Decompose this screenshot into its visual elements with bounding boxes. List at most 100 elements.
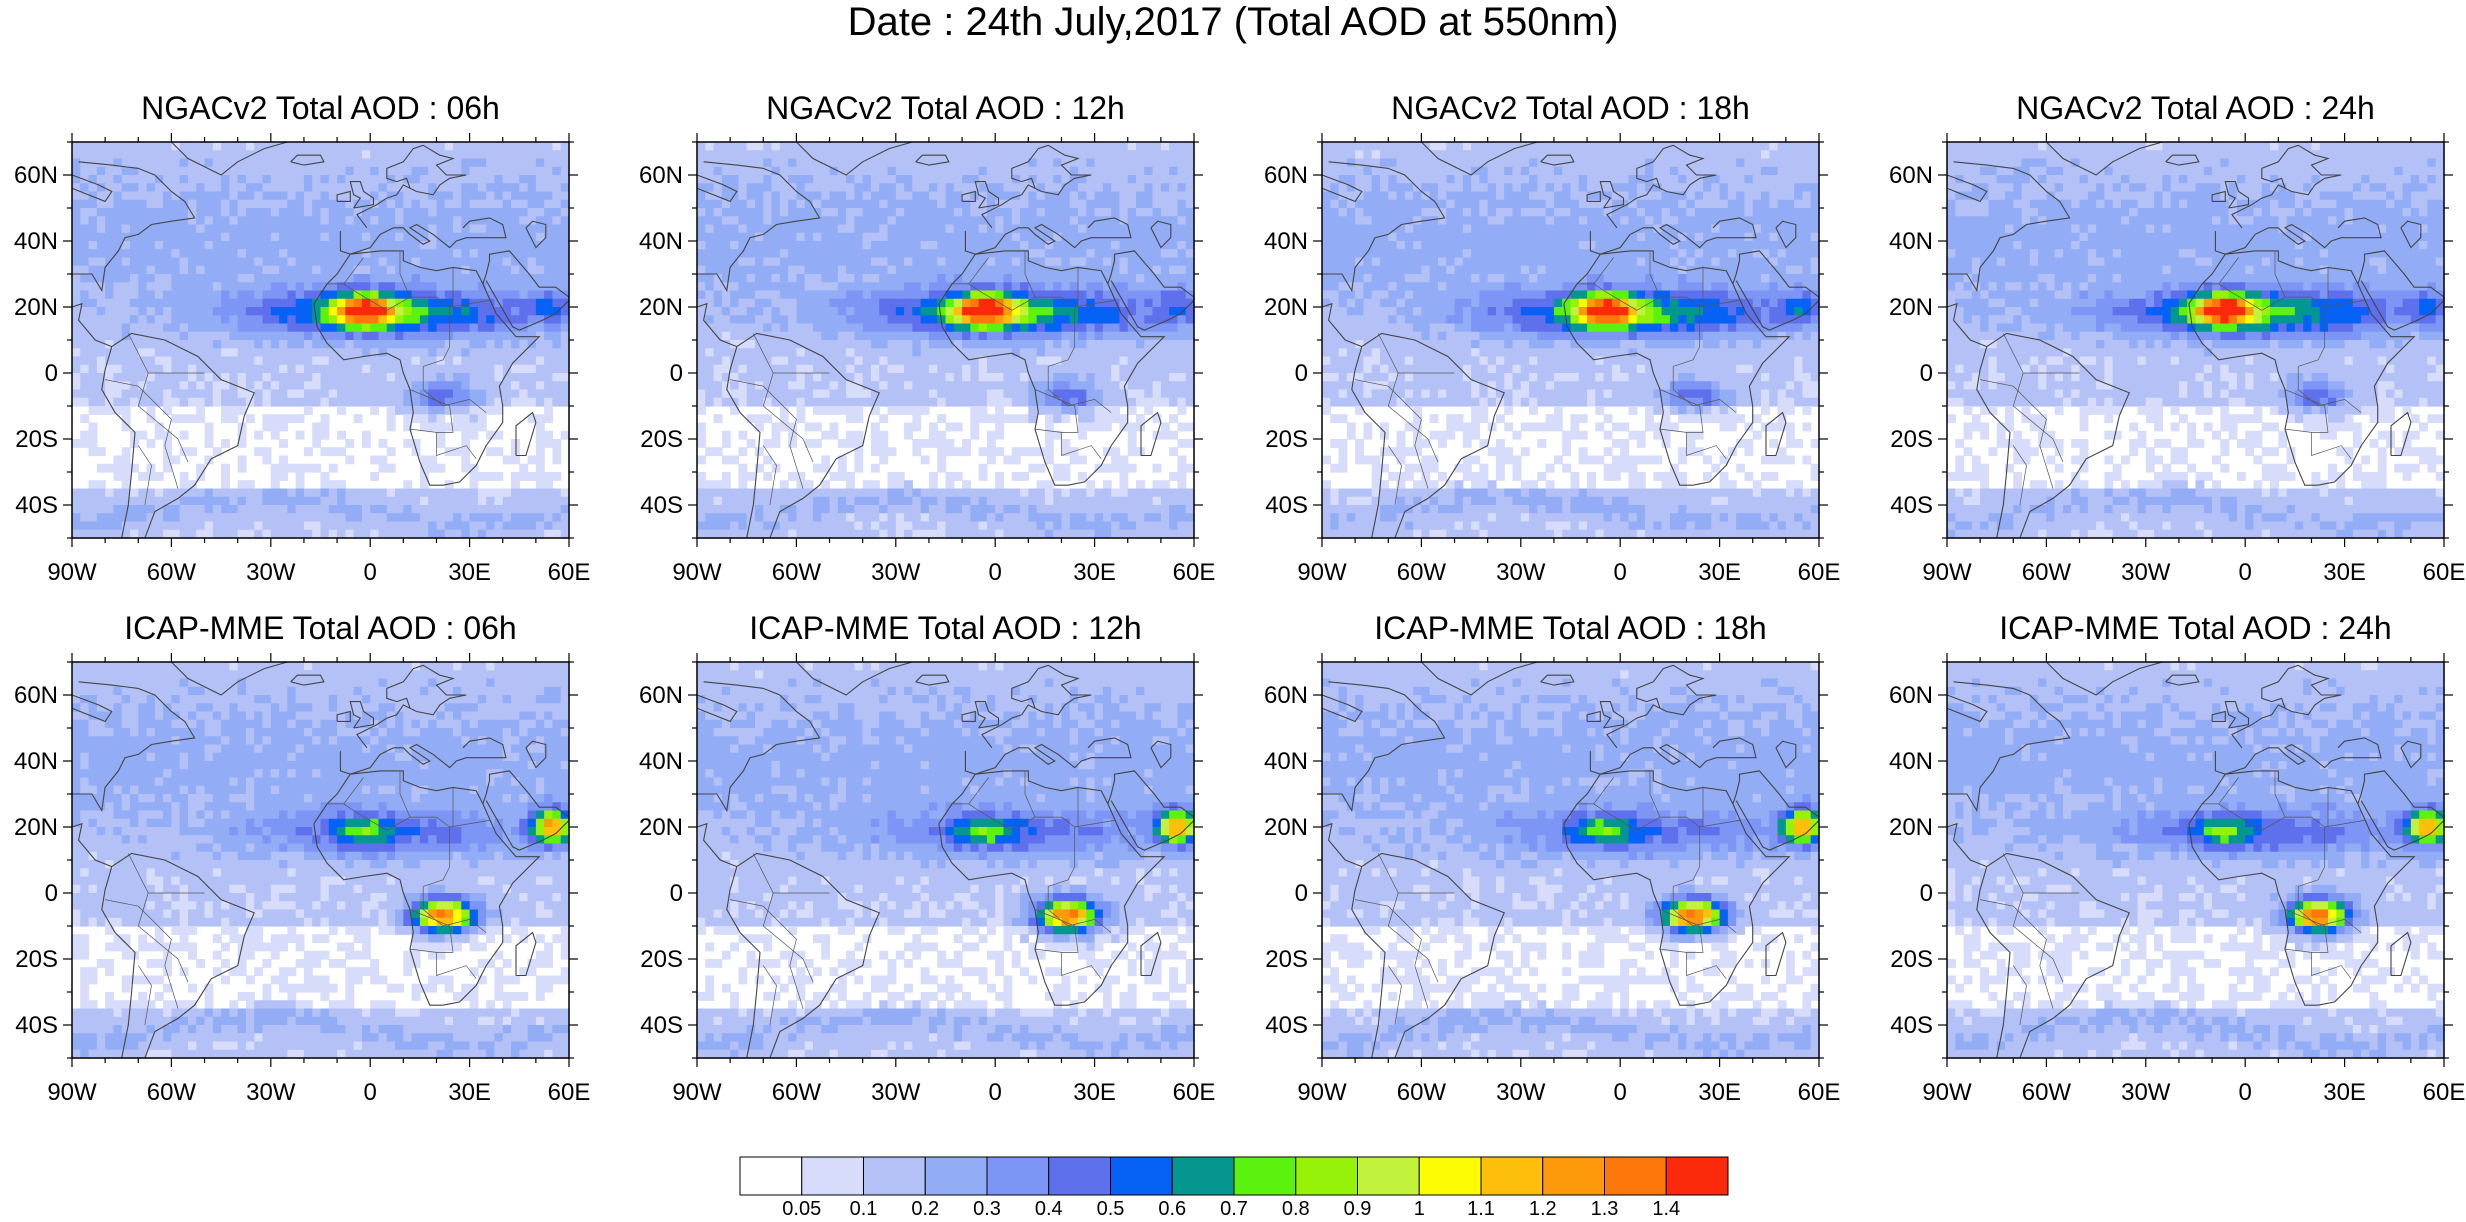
lat-tick-label: 20N [1264,814,1308,841]
lon-tick-label: 90W [1297,559,1347,586]
lon-tick-label: 90W [1922,559,1972,586]
axis-ticks [63,653,578,1067]
lat-tick-label: 40S [640,492,683,519]
lon-tick-label: 90W [47,559,97,586]
aod-map: 60N 40N 20N 0 20S 40S 90W 60W 30W 0 30E 60E [639,133,1215,586]
aod-map: 60N 40N 20N 0 20S 40S 90W 60W 30W 0 30E 60E [14,653,590,1106]
aod-map: 60N 40N 20N 0 20S 40S 90W 60W 30W 0 30E 60E [639,653,1215,1106]
map-panel: NGACv2 Total AOD : 24h 60N 40N 20N 0 20S 40S 90… [1889,90,2466,610]
axis-ticks [688,653,1203,1067]
lat-tick-label: 20N [1889,294,1933,321]
lon-tick-label: 90W [1922,1079,1972,1106]
lat-tick-label: 20N [14,814,58,841]
lon-tick-label: 0 [364,1079,377,1106]
colorbar-swatch [801,1156,864,1196]
lon-tick-label: 60E [1798,559,1841,586]
coastlines [1321,141,1820,539]
lat-tick-label: 40S [15,492,58,519]
lon-tick-label: 60W [2022,559,2072,586]
panel-title: ICAP-MME Total AOD : 12h [677,610,1214,646]
colorbar-swatch [1357,1156,1420,1196]
colorbar-swatch [986,1156,1050,1196]
lat-tick-label: 0 [1920,880,1933,907]
lon-tick-label: 30E [1073,559,1116,586]
coastlines [71,661,570,1059]
lat-tick-label: 20N [639,294,683,321]
aod-field [72,142,570,539]
panel-title: ICAP-MME Total AOD : 24h [1927,610,2464,646]
coastlines [71,141,570,539]
colorbar-level-label: 0.3 [973,1198,1001,1220]
aod-field [1947,662,2445,1059]
colorbar-swatch [863,1156,926,1196]
map-panel: NGACv2 Total AOD : 06h 60N 40N 20N 0 20S 40S 90… [14,90,652,610]
lat-tick-label: 20S [1265,946,1308,973]
aod-field [1322,662,1820,1059]
lat-tick-label: 60N [1264,682,1308,709]
map-panel: ICAP-MME Total AOD : 18h 60N 40N 20N 0 20S 40S… [1264,610,1902,1130]
lon-tick-label: 60E [2423,559,2466,586]
lon-tick-label: 30W [2121,559,2171,586]
lat-tick-label: 40S [15,1012,58,1039]
lat-tick-label: 0 [670,880,683,907]
coastlines [1321,661,1820,1059]
lat-tick-label: 40S [1265,1012,1308,1039]
lon-tick-label: 60E [1798,1079,1841,1106]
lat-tick-label: 40S [1265,492,1308,519]
country-borders [105,770,490,1026]
lon-tick-label: 60W [147,1079,197,1106]
axis-ticks [1313,653,1828,1067]
panel-title: NGACv2 Total AOD : 06h [52,90,589,126]
aod-map: 60N 40N 20N 0 20S 40S 90W 60W 30W 0 30E 60E [14,133,591,586]
colorbar-swatch [1171,1156,1235,1196]
map-panel: ICAP-MME Total AOD : 12h 60N 40N 20N 0 20S 40S… [639,610,1277,1130]
lat-tick-label: 0 [1295,880,1308,907]
lon-tick-label: 30E [448,559,491,586]
lat-tick-label: 20N [1264,294,1308,321]
lat-tick-label: 40S [1890,492,1933,519]
lat-tick-label: 20S [1890,946,1933,973]
lat-tick-label: 20S [1265,426,1308,453]
lon-tick-label: 60W [2022,1079,2072,1106]
lon-tick-label: 30W [871,1079,921,1106]
lat-tick-label: 40N [1264,748,1308,775]
colorbar-level-label: 0.5 [1097,1198,1125,1220]
lat-tick-label: 60N [1264,162,1308,189]
lon-tick-label: 30W [2121,1079,2171,1106]
axis-ticks [1938,133,2453,547]
lon-tick-label: 90W [1297,1079,1347,1106]
lat-tick-label: 0 [45,360,58,387]
lon-tick-label: 30W [246,559,296,586]
lon-tick-label: 30E [1698,1079,1741,1106]
lon-tick-label: 0 [1614,1079,1627,1106]
lon-tick-label: 60W [772,1079,822,1106]
panel-title: NGACv2 Total AOD : 18h [1302,90,1839,126]
map-panel: ICAP-MME Total AOD : 24h 60N 40N 20N 0 20S 40S… [1889,610,2466,1130]
lat-tick-label: 20N [639,814,683,841]
lat-tick-label: 40N [14,748,58,775]
lat-tick-label: 60N [14,162,58,189]
map-panel: ICAP-MME Total AOD : 06h 60N 40N 20N 0 20S 40S… [14,610,652,1130]
coastlines [1946,141,2445,539]
colorbar-swatch [1542,1156,1605,1196]
lat-tick-label: 20S [640,946,683,973]
colorbar-level-label: 0.4 [1035,1198,1063,1220]
lat-tick-label: 60N [1889,162,1933,189]
lat-tick-label: 20S [640,426,683,453]
colorbar-swatch [1233,1156,1297,1196]
lon-tick-label: 60W [772,559,822,586]
lat-tick-label: 60N [1889,682,1933,709]
lon-tick-label: 0 [989,559,1002,586]
country-borders [1355,770,1740,1026]
lon-tick-label: 60E [548,559,591,586]
lon-tick-label: 0 [2239,1079,2252,1106]
lon-tick-label: 30E [2323,1079,2366,1106]
lat-tick-label: 40N [14,228,58,255]
country-borders [730,770,1115,1026]
lon-tick-label: 0 [989,1079,1002,1106]
lat-tick-label: 40S [640,1012,683,1039]
colorbar-level-label: 0.6 [1158,1198,1186,1220]
colorbar-swatch [1295,1156,1358,1196]
colorbar-swatch [1418,1156,1482,1196]
lon-tick-label: 90W [672,1079,722,1106]
